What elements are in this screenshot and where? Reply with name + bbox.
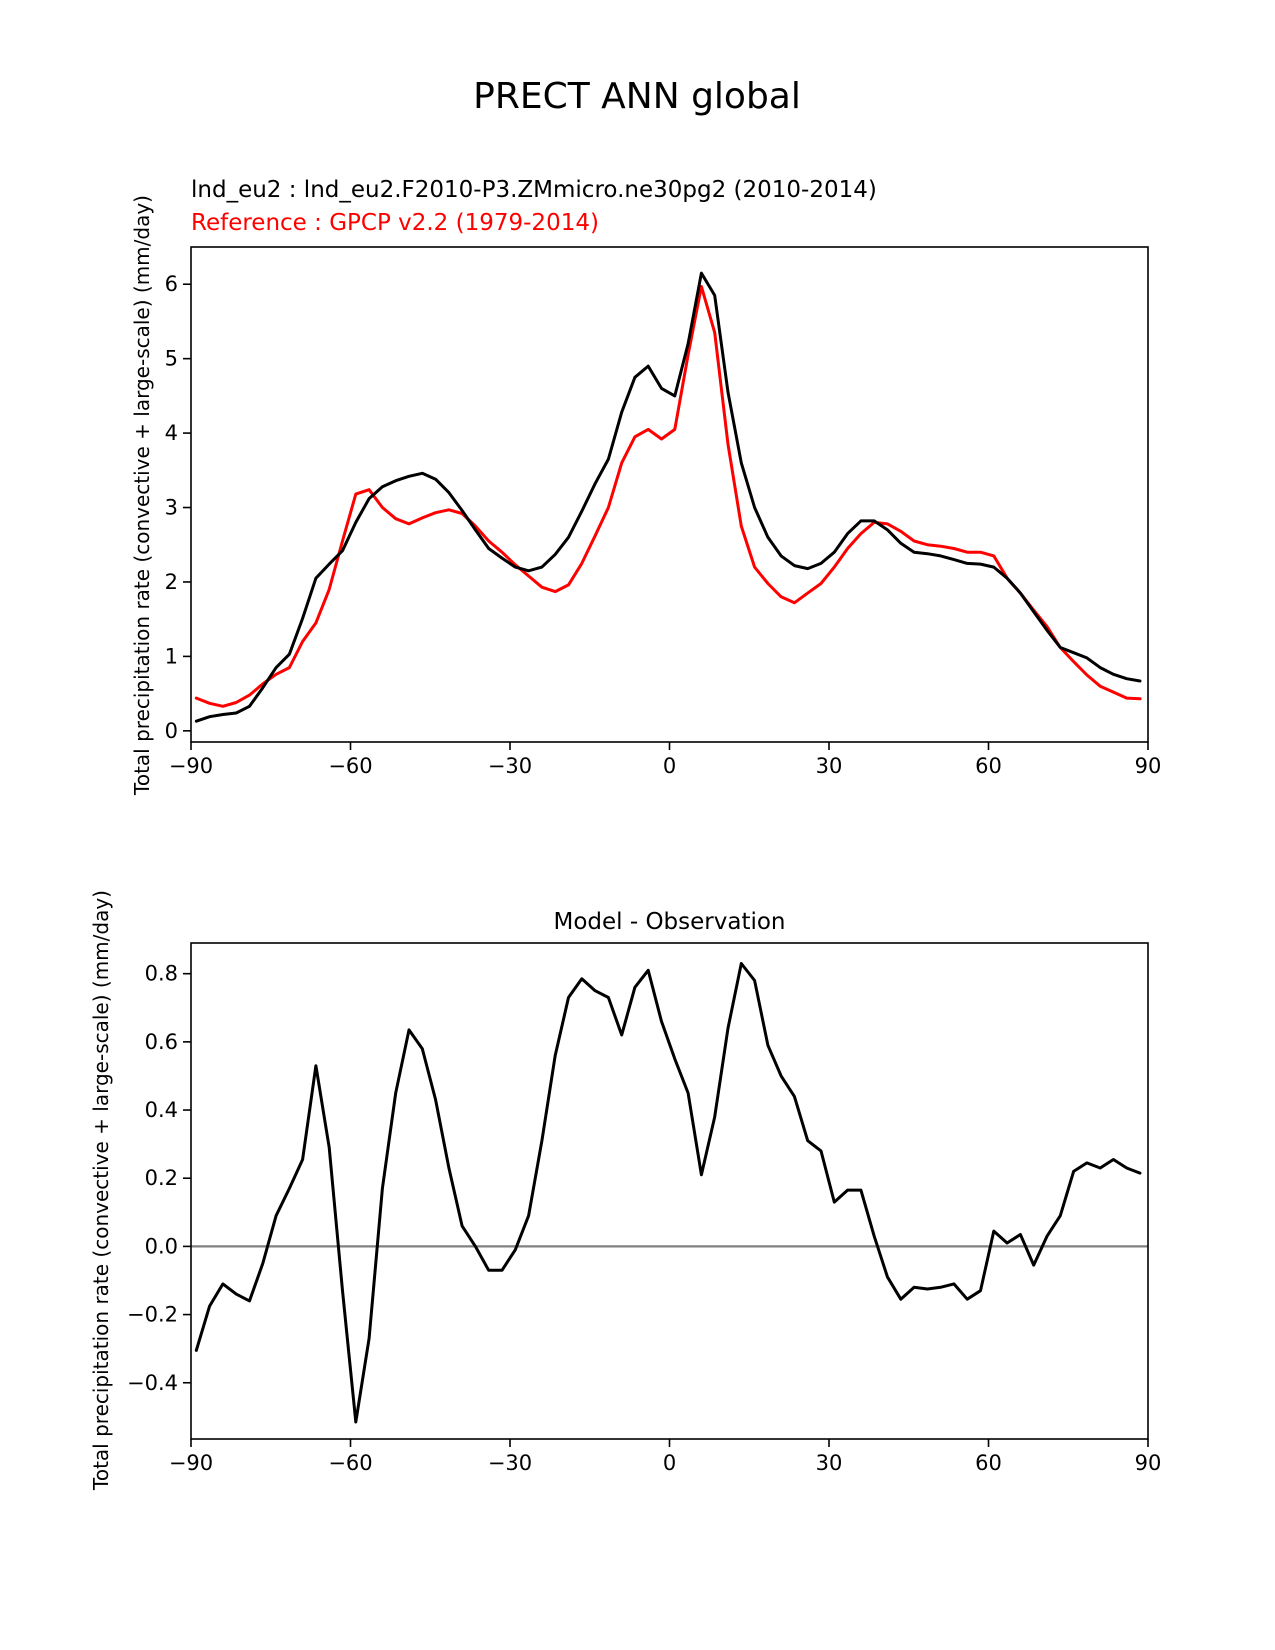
x-tick-label: −60 xyxy=(328,754,372,778)
figure-title: PRECT ANN global xyxy=(473,76,801,117)
y-tick-label: 0.0 xyxy=(145,1234,178,1258)
x-tick-label: −30 xyxy=(488,1451,532,1475)
y-tick-label: 3 xyxy=(165,496,178,520)
test-case-title: lnd_eu2 : lnd_eu2.F2010-P3.ZMmicro.ne30p… xyxy=(191,177,877,203)
difference-panel: Model - Observation Total precipitation … xyxy=(89,890,1161,1491)
x-tick-label: −30 xyxy=(488,754,532,778)
y-tick-label: 6 xyxy=(165,272,178,296)
plot-area: −90 −60 −30 0 30 60 90 0 1 2 3 4 5 6 xyxy=(165,271,1162,778)
y-tick-label: 0.4 xyxy=(145,1098,178,1122)
y-axis-label: Total precipitation rate (convective + l… xyxy=(130,195,154,796)
x-tick-label: 30 xyxy=(816,754,843,778)
y-tick-label: 2 xyxy=(165,570,178,594)
axes-frame xyxy=(190,942,1149,1440)
x-tick-label: 30 xyxy=(816,1451,843,1475)
series-line-reference xyxy=(194,271,1142,723)
reference-title: Reference : GPCP v2.2 (1979-2014) xyxy=(191,210,599,236)
y-tick-label: 5 xyxy=(165,347,178,371)
x-tick-label: 90 xyxy=(1135,754,1162,778)
y-tick-label: 0.2 xyxy=(145,1166,178,1190)
y-axis-label: Total precipitation rate (convective + l… xyxy=(89,890,113,1491)
y-tick-label: 4 xyxy=(165,421,178,445)
x-tick-label: −60 xyxy=(328,1451,372,1475)
y-tick-label: −0.2 xyxy=(127,1303,178,1327)
axes-frame xyxy=(190,246,1149,743)
y-tick-label: 0.6 xyxy=(145,1030,178,1054)
x-tick-label: −90 xyxy=(169,1451,213,1475)
zonal-mean-panel: lnd_eu2 : lnd_eu2.F2010-P3.ZMmicro.ne30p… xyxy=(130,177,1161,796)
x-tick-label: 60 xyxy=(975,1451,1002,1475)
series-line-difference xyxy=(194,962,1142,1424)
y-tick-label: 0 xyxy=(165,719,178,743)
y-tick-label: 1 xyxy=(165,644,178,668)
series-line-test xyxy=(194,285,1142,708)
x-tick-label: 0 xyxy=(663,1451,676,1475)
x-tick-label: −90 xyxy=(169,754,213,778)
x-tick-label: 60 xyxy=(975,754,1002,778)
x-tick-label: 0 xyxy=(663,754,676,778)
plot-area: −90 −60 −30 0 30 60 90 −0.4 −0.2 0.0 0.2 0.4 0.6 0.8 xyxy=(127,962,1161,1475)
x-tick-label: 90 xyxy=(1135,1451,1162,1475)
y-tick-label: −0.4 xyxy=(127,1371,178,1395)
difference-title: Model - Observation xyxy=(553,909,785,935)
y-tick-label: 0.8 xyxy=(145,962,178,986)
